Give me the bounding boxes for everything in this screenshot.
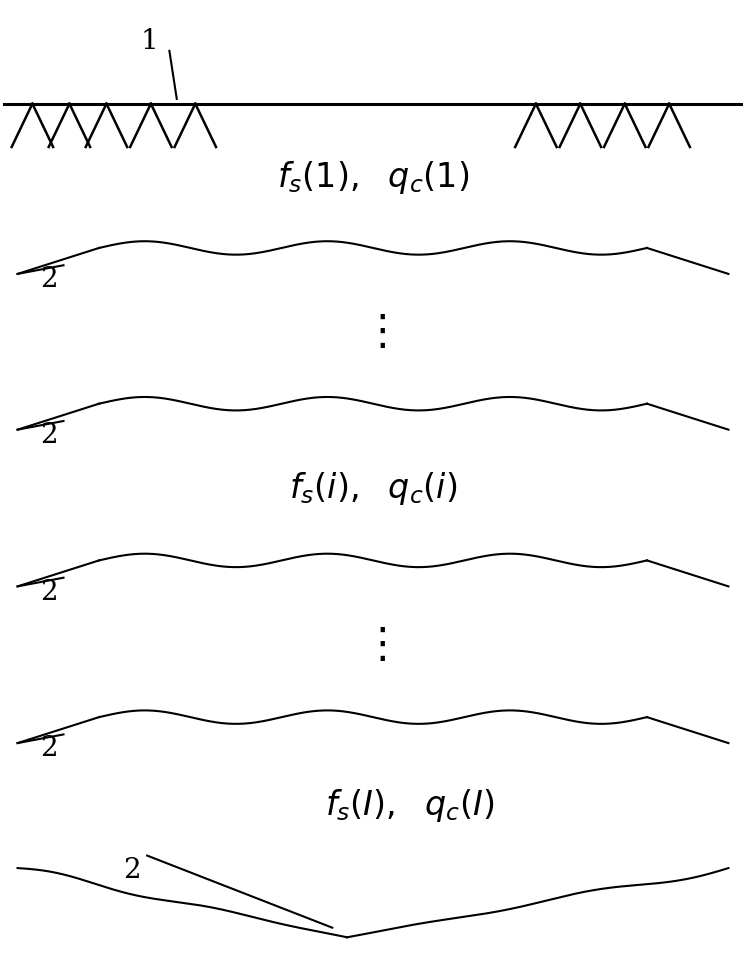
Text: $\vdots$: $\vdots$ xyxy=(360,310,386,353)
Text: 2: 2 xyxy=(40,266,57,293)
Text: $\vdots$: $\vdots$ xyxy=(360,624,386,666)
Text: $f_s(i),\ \ q_c(i)$: $f_s(i),\ \ q_c(i)$ xyxy=(289,470,457,507)
Text: 2: 2 xyxy=(124,857,141,884)
Text: 2: 2 xyxy=(40,422,57,449)
Text: 2: 2 xyxy=(40,735,57,762)
Text: $f_s(1),\ \ q_c(1)$: $f_s(1),\ \ q_c(1)$ xyxy=(277,160,469,196)
Text: 1: 1 xyxy=(140,28,158,55)
Text: $f_s(I),\ \ q_c(I)$: $f_s(I),\ \ q_c(I)$ xyxy=(325,787,495,824)
Text: 2: 2 xyxy=(40,578,57,605)
